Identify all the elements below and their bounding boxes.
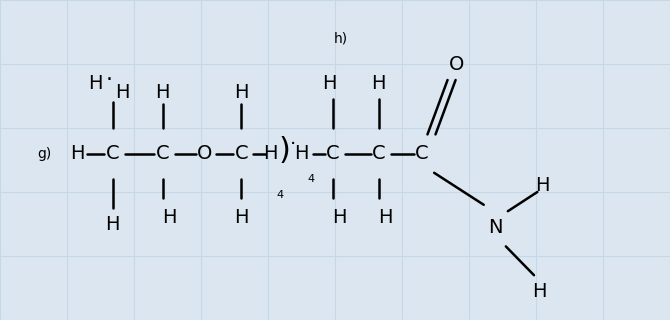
Text: O: O xyxy=(197,144,212,163)
Text: H: H xyxy=(263,144,278,163)
Text: H: H xyxy=(155,83,170,102)
Text: H: H xyxy=(532,282,547,301)
Text: N: N xyxy=(488,218,503,237)
Text: H: H xyxy=(105,214,120,234)
Text: ): ) xyxy=(279,136,291,165)
Text: 4: 4 xyxy=(308,174,314,184)
Text: H: H xyxy=(294,144,309,163)
Text: H: H xyxy=(332,208,347,227)
Text: H: H xyxy=(70,144,84,163)
Text: g): g) xyxy=(37,147,51,161)
Text: H: H xyxy=(234,208,249,227)
Text: ·: · xyxy=(289,134,296,154)
Text: C: C xyxy=(234,144,248,163)
Text: O: O xyxy=(450,54,464,74)
Text: H: H xyxy=(234,83,249,102)
Text: C: C xyxy=(415,144,429,163)
Text: H: H xyxy=(115,83,130,102)
Text: C: C xyxy=(326,144,340,163)
Text: H: H xyxy=(88,74,103,93)
Text: H: H xyxy=(378,208,393,227)
Text: h): h) xyxy=(334,31,348,45)
Text: C: C xyxy=(106,144,119,163)
Text: H: H xyxy=(371,74,386,93)
Text: H: H xyxy=(535,176,550,195)
Text: C: C xyxy=(156,144,170,163)
Text: C: C xyxy=(372,144,385,163)
Text: 4: 4 xyxy=(277,190,283,200)
Text: ·: · xyxy=(106,70,113,90)
Text: H: H xyxy=(162,208,177,227)
Text: H: H xyxy=(322,74,337,93)
